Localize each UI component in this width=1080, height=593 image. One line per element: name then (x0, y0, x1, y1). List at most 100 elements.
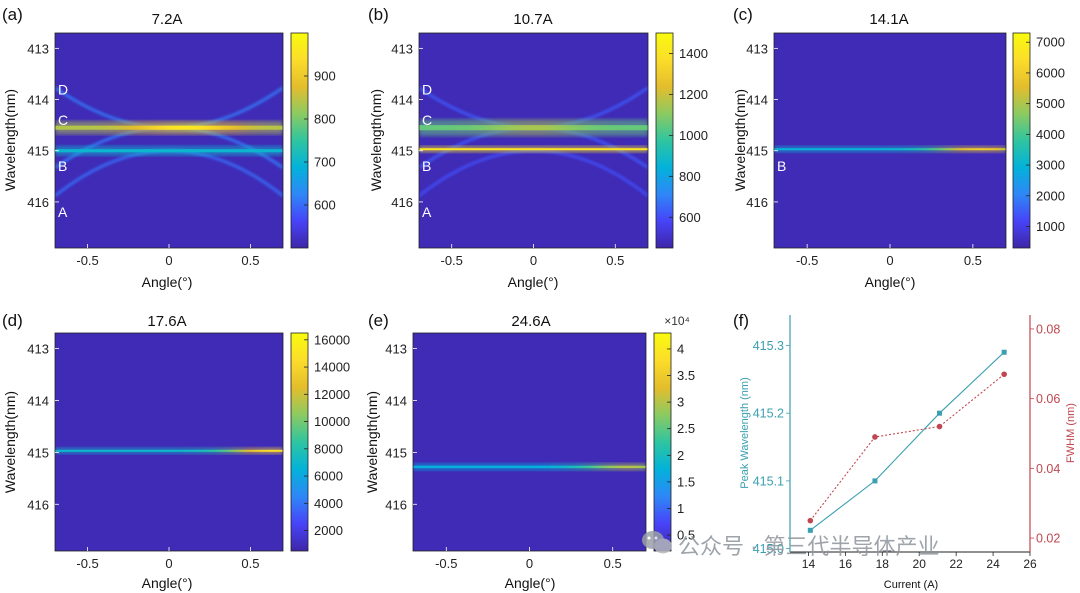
panel-title-a: 7.2A (152, 11, 183, 28)
heatmap-area-d: -0.5 0 0.5 413 414 415 416 (27, 332, 284, 571)
heatmap-area-b: DC B A -0.5 0 0.5 413 414 415 416 (391, 32, 649, 268)
colorbar-bar (653, 332, 672, 552)
x-tick-label: -0.5 (441, 253, 463, 268)
x-tick-label: 0 (165, 556, 172, 571)
colorbar-c: 1000 2000 3000 4000 5000 6000 7000 (1012, 32, 1065, 249)
heatmap-panel-d: (d) 17.6A -0.5 0 0.5 413 414 415 416 2000 4000 6… (2, 311, 350, 591)
x-tick-label: 0.5 (964, 253, 982, 268)
colorbar-tick-label: 14000 (314, 360, 350, 375)
xlabel-c: Angle(°) (865, 274, 916, 290)
colorbar-tick-label: 0.5 (677, 528, 695, 543)
y-tick-label: 414 (391, 93, 413, 108)
colorbar-bar (1012, 32, 1031, 249)
x-tick-label: 0 (526, 556, 533, 571)
colorbar-d: 2000 4000 6000 8000 10000 12000 14000 16000 (290, 332, 350, 552)
colorbar-tick-label: 2 (677, 448, 684, 463)
heatmap-background (774, 33, 1006, 248)
colorbar-tick-label: 700 (314, 155, 336, 170)
colorbar-tick-label: 1400 (679, 46, 708, 61)
x-tick-label: 20 (913, 557, 927, 571)
left-tick-label: 415.2 (753, 407, 784, 421)
ylabel-b: Wavelength(nm) (368, 89, 384, 191)
line-plot-f: 14 16 18 20 22 24 26 415.0 415.1 415.2 415.3 0.02 0.… (753, 315, 1060, 571)
emission-band (419, 148, 648, 151)
peak-wavelength-line (809, 351, 1005, 531)
heatmap-area-e: -0.5 0 0.5 413 414 415 416 (385, 332, 647, 571)
colorbar-tick-label: 3.5 (677, 368, 695, 383)
colorbar-tick-label: 800 (679, 169, 701, 184)
xlabel-b: Angle(°) (508, 274, 559, 290)
heatmap-panel-e: (e) 24.6A -0.5 0 0.5 413 414 415 416 0.5 1 1.5 2 2… (364, 311, 695, 591)
mode-label: C (422, 112, 432, 128)
left-tick-label: 415.3 (753, 339, 784, 353)
x-tick-label: 0.5 (241, 556, 259, 571)
mode-label: C (58, 112, 68, 128)
colorbar-tick-label: 2000 (314, 523, 343, 538)
colorbar-bar (655, 32, 674, 249)
colorbar-tick-label: 16000 (314, 332, 350, 347)
heatmap-background (55, 333, 283, 551)
colorbar-tick-label: 600 (679, 210, 701, 225)
colorbar-b: 600 800 1000 1200 1400 (655, 32, 708, 249)
watermark: 公众号 · 第三代半导体产业 (642, 531, 940, 559)
mode-label: A (58, 204, 68, 220)
heatmap-image (413, 333, 646, 551)
watermark-text: 公众号 · 第三代半导体产业 (678, 534, 940, 559)
panel-letter-d: (d) (2, 311, 23, 330)
heatmap-image (55, 333, 283, 551)
right-tick-label: 0.06 (1036, 392, 1060, 406)
fwhm-point (1001, 371, 1007, 378)
colorbar-tick-label: 4000 (1036, 127, 1065, 142)
y-tick-label: 413 (27, 41, 49, 56)
y-tick-label: 415 (391, 144, 413, 159)
ylabel-a: Wavelength(nm) (2, 89, 18, 191)
x-tick-label: 18 (876, 557, 890, 571)
colorbar-e: 0.5 1 1.5 2 2.5 3 3.5 4 ×10⁴ (653, 314, 695, 552)
y-tick-label: 415 (746, 144, 768, 159)
panel-title-c: 14.1A (869, 11, 908, 28)
y-tick-label: 415 (27, 144, 49, 159)
wechat-icon (642, 531, 672, 554)
heatmap-background (419, 33, 648, 248)
x-tick-label: -0.5 (435, 556, 457, 571)
panel-title-d: 17.6A (147, 313, 186, 330)
mode-label: B (58, 158, 67, 174)
peak-wavelength-point (937, 410, 943, 416)
colorbar-tick-label: 2000 (1036, 188, 1065, 203)
colorbar-tick-label: 600 (314, 198, 336, 213)
y-tick-label: 416 (385, 497, 407, 512)
heatmap-area-a: DC B A -0.5 0 0.5 413 414 415 416 (27, 32, 284, 268)
y-tick-label: 415 (385, 445, 407, 460)
y-tick-label: 416 (746, 195, 768, 210)
y-tick-label: 414 (385, 393, 407, 408)
panel-letter-a: (a) (2, 5, 23, 24)
colorbar-tick-label: 900 (314, 69, 336, 84)
y-tick-label: 416 (27, 195, 49, 210)
ylabel-c: Wavelength(nm) (732, 89, 748, 191)
y-tick-label: 414 (27, 93, 49, 108)
panel-title-e: 24.6A (511, 313, 550, 330)
right-tick-label: 0.08 (1036, 322, 1060, 336)
heatmap-image (55, 33, 283, 248)
colorbar-bar (290, 32, 309, 249)
mode-label: D (422, 81, 432, 97)
y-tick-label: 413 (27, 342, 49, 357)
xlabel-a: Angle(°) (142, 274, 193, 290)
panel-title-b: 10.7A (513, 11, 552, 28)
x-tick-label: 0 (165, 253, 172, 268)
peak-wavelength-point (872, 478, 878, 484)
panel-letter-b: (b) (368, 5, 389, 24)
x-tick-label: 14 (802, 557, 816, 571)
fwhm-line (809, 373, 1005, 521)
line-panel-f: (f) 14 16 18 20 22 24 26 415.0 415.1 415.2 415.3 0.… (733, 311, 1077, 591)
colorbar-tick-label: 1200 (679, 87, 708, 102)
right-tick-label: 0.02 (1036, 532, 1060, 546)
x-tick-label: 24 (986, 557, 1000, 571)
emission-band (55, 125, 283, 130)
ylabel-e: Wavelength(nm) (364, 391, 380, 493)
mode-label: D (58, 81, 68, 97)
colorbar-tick-label: 3 (677, 395, 684, 410)
colorbar-tick-label: 6000 (1036, 65, 1065, 80)
fwhm-point (807, 517, 814, 524)
